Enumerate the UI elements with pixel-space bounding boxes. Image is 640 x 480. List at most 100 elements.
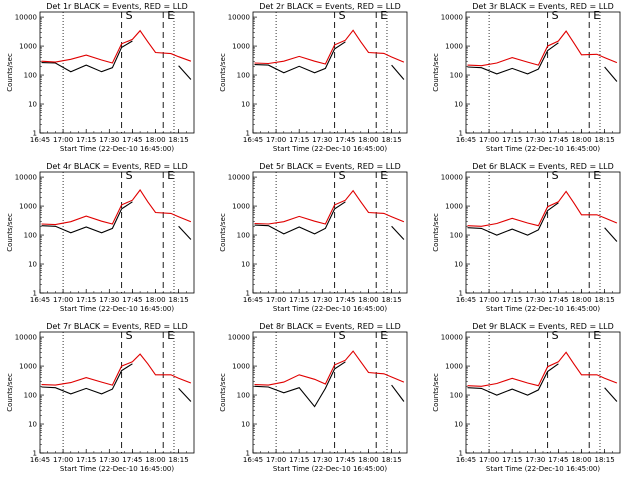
events-series-line — [467, 202, 559, 236]
x-tick-label: 17:45 — [335, 456, 355, 464]
detector-panel-2: Det 2r BLACK = Events, RED = LLD 1 10 100 10… — [213, 0, 426, 160]
y-tick-label: 10 — [241, 101, 250, 109]
x-tick-label: 17:30 — [525, 456, 545, 464]
x-axis-label: Start Time (22-Dec-10 16:45:00) — [273, 305, 387, 313]
events-series-line — [391, 64, 405, 80]
x-tick-label: 17:45 — [122, 296, 142, 304]
y-tick-label: 1 — [246, 450, 250, 458]
y-axis-label: Counts/sec — [432, 373, 440, 412]
x-tick-label: 17:30 — [525, 296, 545, 304]
x-tick-label: 18:00 — [571, 296, 591, 304]
lld-series-line — [254, 29, 405, 65]
lld-series-line — [41, 29, 192, 64]
x-tick-label: 17:30 — [99, 296, 119, 304]
y-tick-label: 1 — [33, 130, 37, 138]
x-tick-label: 17:45 — [548, 136, 568, 144]
flare-marker-s: S — [126, 329, 133, 342]
detector-panel-7: Det 7r BLACK = Events, RED = LLD 1 10 100 10… — [0, 320, 213, 480]
x-tick-label: 16:45 — [456, 136, 476, 144]
detector-panel-6: Det 6r BLACK = Events, RED = LLD 1 10 100 10… — [426, 160, 639, 320]
flare-marker-e: E — [593, 169, 600, 182]
chart-svg: Det 4r BLACK = Events, RED = LLD 1 10 100 10… — [6, 162, 195, 313]
x-tick-label: 17:15 — [76, 136, 96, 144]
y-axis-label: Counts/sec — [6, 53, 14, 92]
x-axis-label: Start Time (22-Dec-10 16:45:00) — [486, 305, 600, 313]
x-tick-label: 17:15 — [502, 136, 522, 144]
flare-marker-s: S — [339, 9, 346, 22]
x-tick-label: 17:15 — [289, 296, 309, 304]
detector-panel-3: Det 3r BLACK = Events, RED = LLD 1 10 100 10… — [426, 0, 639, 160]
y-tick-label: 100 — [237, 392, 250, 400]
y-tick-label: 10 — [241, 261, 250, 269]
events-series-line — [604, 66, 618, 82]
events-series-line — [254, 201, 346, 235]
x-tick-label: 17:00 — [53, 456, 73, 464]
y-axis-label: Counts/sec — [432, 53, 440, 92]
x-tick-label: 17:15 — [76, 456, 96, 464]
x-tick-label: 18:15 — [169, 136, 189, 144]
flare-marker-e: E — [380, 329, 387, 342]
y-tick-label: 10 — [28, 261, 37, 269]
detector-panel-9: Det 9r BLACK = Events, RED = LLD 1 10 100 10… — [426, 320, 639, 480]
detector-panel-5: Det 5r BLACK = Events, RED = LLD 1 10 100 10… — [213, 160, 426, 320]
chart-svg: Det 1r BLACK = Events, RED = LLD 1 10 100 10… — [6, 2, 195, 153]
events-series-line — [391, 225, 405, 240]
x-tick-label: 17:00 — [479, 456, 499, 464]
events-series-line — [41, 40, 133, 73]
y-tick-label: 1000 — [232, 203, 250, 211]
events-series-line — [41, 201, 133, 234]
flare-marker-e: E — [593, 9, 600, 22]
y-tick-label: 10000 — [441, 334, 463, 342]
x-tick-label: 17:45 — [122, 456, 142, 464]
x-tick-label: 18:15 — [382, 136, 402, 144]
x-tick-label: 16:45 — [30, 456, 50, 464]
detector-panel-4: Det 4r BLACK = Events, RED = LLD 1 10 100 10… — [0, 160, 213, 320]
y-tick-label: 100 — [24, 232, 37, 240]
x-tick-label: 17:00 — [266, 456, 286, 464]
y-tick-label: 1000 — [232, 363, 250, 371]
y-tick-label: 10000 — [15, 174, 37, 182]
x-tick-label: 17:30 — [525, 136, 545, 144]
flare-marker-s: S — [552, 329, 559, 342]
x-tick-label: 17:30 — [312, 456, 332, 464]
y-axis-label: Counts/sec — [219, 53, 227, 92]
x-tick-label: 18:00 — [358, 136, 378, 144]
x-tick-label: 17:00 — [53, 296, 73, 304]
events-series-line — [467, 363, 559, 396]
y-tick-label: 10 — [28, 421, 37, 429]
chart-svg: Det 6r BLACK = Events, RED = LLD 1 10 100 10… — [432, 162, 621, 313]
lld-series-line — [254, 189, 405, 225]
chart-title: Det 5r BLACK = Events, RED = LLD — [259, 162, 401, 171]
chart-svg: Det 9r BLACK = Events, RED = LLD 1 10 100 10… — [432, 322, 621, 473]
chart-title: Det 7r BLACK = Events, RED = LLD — [46, 322, 188, 331]
events-series-line — [254, 41, 346, 74]
x-tick-label: 17:15 — [289, 136, 309, 144]
x-tick-label: 18:00 — [145, 456, 165, 464]
x-tick-label: 18:00 — [571, 136, 591, 144]
x-tick-label: 18:15 — [382, 296, 402, 304]
events-series-line — [178, 388, 192, 402]
y-tick-label: 10 — [454, 421, 463, 429]
x-tick-label: 17:45 — [335, 136, 355, 144]
y-tick-label: 1000 — [19, 363, 37, 371]
flare-marker-e: E — [593, 329, 600, 342]
x-tick-label: 17:15 — [502, 456, 522, 464]
x-tick-label: 17:00 — [266, 136, 286, 144]
x-tick-label: 17:45 — [335, 296, 355, 304]
flare-marker-e: E — [167, 169, 174, 182]
lld-series-line — [41, 353, 192, 386]
lld-series-line — [467, 351, 618, 387]
y-axis-label: Counts/sec — [6, 213, 14, 252]
chart-title: Det 1r BLACK = Events, RED = LLD — [46, 2, 188, 11]
x-tick-label: 18:00 — [358, 296, 378, 304]
y-tick-label: 1 — [459, 290, 463, 298]
y-tick-label: 1000 — [232, 43, 250, 51]
flare-marker-e: E — [380, 169, 387, 182]
y-tick-label: 1 — [459, 130, 463, 138]
y-tick-label: 1000 — [19, 203, 37, 211]
x-tick-label: 17:45 — [548, 456, 568, 464]
y-tick-label: 10 — [28, 101, 37, 109]
y-tick-label: 10000 — [228, 334, 250, 342]
y-tick-label: 10000 — [228, 174, 250, 182]
